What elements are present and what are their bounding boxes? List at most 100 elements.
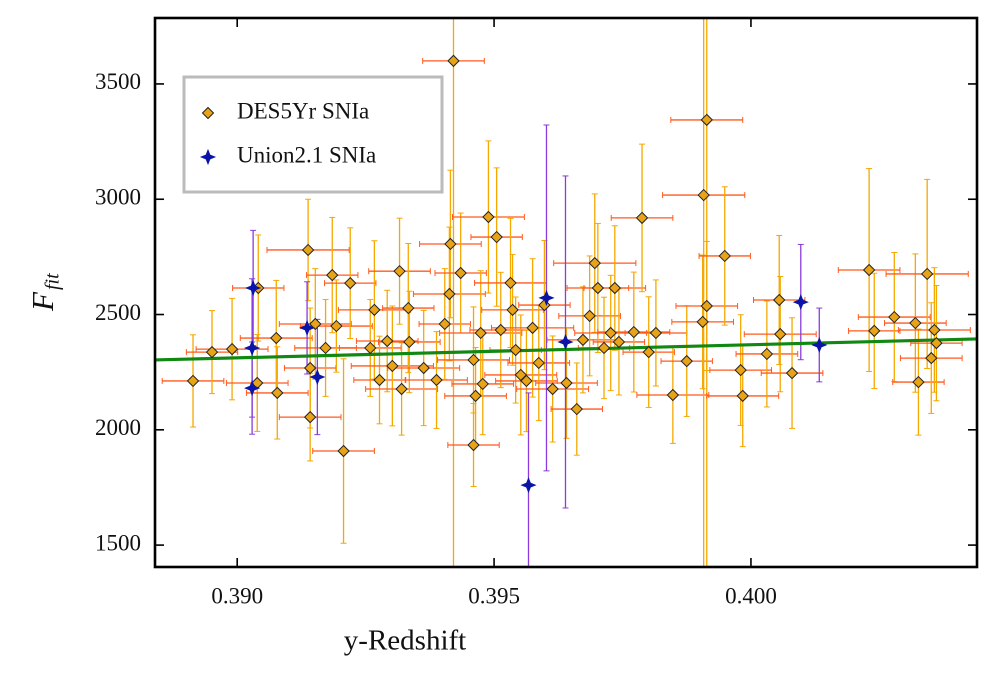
marker xyxy=(245,279,262,297)
marker xyxy=(225,342,239,356)
marker xyxy=(186,374,200,388)
marker xyxy=(912,375,925,389)
x-axis-label: y-Redshift xyxy=(344,625,466,657)
legend-label: DES5Yr SNIa xyxy=(237,98,369,123)
legend-frame xyxy=(182,75,444,194)
x-tick-label: 0.390 xyxy=(211,583,263,608)
plot-frame xyxy=(153,16,979,569)
marker xyxy=(467,353,480,367)
marker xyxy=(862,263,876,277)
axes: 0.390 0.395 0.400 1500 2000 2500 3000 3500 xyxy=(95,16,979,608)
marker xyxy=(303,410,317,424)
y-axis-label-sub: fit xyxy=(42,273,64,290)
marker xyxy=(403,335,416,349)
marker xyxy=(520,374,533,388)
marker xyxy=(635,211,649,225)
y-tick-label: 3000 xyxy=(95,185,141,210)
marker xyxy=(298,319,316,336)
legend-marker xyxy=(199,148,217,166)
marker xyxy=(785,366,799,380)
marker xyxy=(438,317,451,331)
marker xyxy=(888,310,901,324)
marker xyxy=(494,323,507,337)
marker xyxy=(588,256,601,270)
marker xyxy=(309,317,322,331)
marker xyxy=(509,343,522,357)
marker xyxy=(381,334,394,348)
marker xyxy=(909,316,922,330)
marker xyxy=(301,243,315,257)
marker xyxy=(244,379,261,397)
y-tick-label: 3500 xyxy=(95,69,141,94)
marker xyxy=(364,341,377,355)
marker xyxy=(576,333,590,347)
marker xyxy=(344,276,357,290)
marker xyxy=(337,444,350,458)
marker xyxy=(700,299,713,313)
marker xyxy=(270,331,283,345)
marker xyxy=(205,345,219,359)
marker xyxy=(444,237,457,251)
marker xyxy=(697,188,710,202)
marker xyxy=(760,347,774,361)
marker xyxy=(700,113,713,127)
marker xyxy=(532,356,545,370)
legend-marker xyxy=(201,106,215,120)
marker xyxy=(925,351,938,365)
marker xyxy=(920,267,934,281)
marker xyxy=(792,293,809,311)
marker xyxy=(811,336,828,354)
marker xyxy=(734,363,747,377)
marker xyxy=(395,382,408,396)
marker xyxy=(591,281,605,295)
legend-label: Union2.1 SNIa xyxy=(237,142,376,167)
marker xyxy=(373,373,386,387)
y-axis-label: F xyxy=(25,291,60,312)
marker xyxy=(612,335,626,349)
y-axis-label-group: F fit xyxy=(25,273,63,312)
marker xyxy=(368,303,381,317)
marker xyxy=(546,382,559,396)
marker xyxy=(467,438,480,452)
marker xyxy=(454,266,467,280)
marker xyxy=(736,389,749,403)
marker xyxy=(718,249,731,263)
marker xyxy=(476,377,489,391)
marker xyxy=(696,315,709,329)
y-tick-label: 1500 xyxy=(95,530,141,555)
marker xyxy=(402,301,415,315)
marker xyxy=(490,230,503,244)
marker xyxy=(386,359,399,373)
marker xyxy=(560,376,573,390)
marker xyxy=(244,339,261,357)
y-tick-label: 2000 xyxy=(95,415,141,440)
marker xyxy=(526,321,539,335)
marker xyxy=(597,341,611,355)
marker xyxy=(303,361,317,375)
marker xyxy=(627,325,641,339)
plot-area xyxy=(155,18,977,567)
marker xyxy=(642,345,655,359)
marker xyxy=(326,268,339,282)
marker xyxy=(330,319,343,333)
marker xyxy=(447,54,460,68)
marker xyxy=(772,293,786,307)
marker xyxy=(680,354,693,368)
marker xyxy=(506,303,519,317)
marker xyxy=(583,309,596,323)
marker xyxy=(393,264,406,278)
x-tick-label: 0.400 xyxy=(725,583,777,608)
marker xyxy=(538,289,555,306)
marker xyxy=(504,276,517,290)
marker xyxy=(482,210,495,224)
marker xyxy=(868,324,881,338)
legend: DES5Yr SNIa Union2.1 SNIa xyxy=(182,75,444,194)
fit-line xyxy=(155,337,977,362)
marker xyxy=(570,402,583,416)
x-tick-label: 0.395 xyxy=(468,583,520,608)
marker xyxy=(666,388,680,402)
marker xyxy=(604,326,617,340)
marker xyxy=(928,323,941,337)
y-tick-label: 2500 xyxy=(95,300,141,325)
